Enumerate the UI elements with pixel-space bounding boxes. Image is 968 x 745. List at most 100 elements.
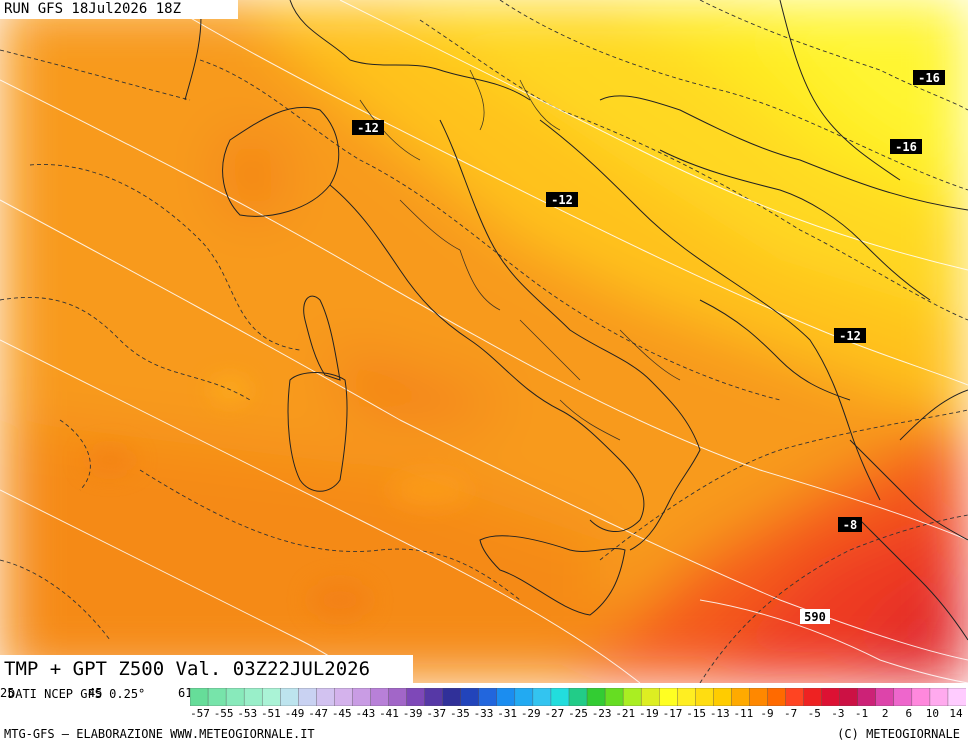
color-swatch xyxy=(406,688,426,706)
geopotential-lines xyxy=(0,0,968,683)
label-590: 590 xyxy=(800,609,830,624)
color-swatch xyxy=(947,688,966,706)
color-swatch xyxy=(207,688,227,706)
scale-tick-label: -25 xyxy=(568,707,588,720)
color-swatch xyxy=(911,688,931,706)
scale-tick-label: 2 xyxy=(881,707,889,720)
scale-tick-label: -35 xyxy=(449,707,470,720)
color-swatch xyxy=(442,688,462,706)
scale-tick-label: -47 xyxy=(308,707,329,720)
scale-tick-label: -29 xyxy=(520,707,541,720)
color-swatch xyxy=(659,688,678,706)
isotherm-labels: -16 -16 -12 -12 -12 -8 590 xyxy=(352,70,945,624)
scale-tick-label: -11 xyxy=(733,707,754,720)
color-swatch xyxy=(929,688,949,706)
svg-text:-12: -12 xyxy=(551,193,573,207)
color-swatch xyxy=(190,688,209,706)
color-swatch xyxy=(677,688,697,706)
color-swatch xyxy=(695,688,715,706)
color-swatch xyxy=(821,688,841,706)
color-swatch xyxy=(604,688,624,706)
source-note: DATI NCEP GFS 0.25° xyxy=(8,687,146,701)
footer-credit: MTG-GFS – ELABORAZIONE WWW.METEOGIORNALE… xyxy=(4,727,315,741)
interior-borders xyxy=(359,69,681,441)
isotherm-lines xyxy=(0,0,968,683)
scale-tick-label: -57 xyxy=(190,707,210,720)
color-swatch xyxy=(478,688,498,706)
label-minus8: -8 xyxy=(838,517,862,532)
color-swatch xyxy=(803,688,823,706)
scale-tick-label: -43 xyxy=(355,707,376,720)
scale-tick-label: -3 xyxy=(831,707,845,720)
svg-text:-12: -12 xyxy=(839,329,861,343)
weather-map: -16 -16 -12 -12 -12 -8 590 xyxy=(0,0,968,683)
color-swatch xyxy=(334,688,354,706)
scale-tick-label: -15 xyxy=(686,707,707,720)
color-swatch xyxy=(839,688,859,706)
scale-tick-label: 6 xyxy=(905,707,913,720)
color-swatch xyxy=(586,688,606,706)
scale-tick-label: -9 xyxy=(760,707,774,720)
color-swatch xyxy=(713,688,733,706)
scale-tick-label: -27 xyxy=(544,707,565,720)
svg-text:-12: -12 xyxy=(357,121,379,135)
scale-tick-label: -5 xyxy=(807,707,821,720)
scale-tick-label: -37 xyxy=(426,707,447,720)
color-swatch xyxy=(640,688,660,706)
edge-label-3: 61 xyxy=(178,686,193,700)
edge-label-1: 25 xyxy=(0,686,15,700)
color-swatch xyxy=(767,688,787,706)
scale-tick-label: -19 xyxy=(638,707,659,720)
color-swatch xyxy=(460,688,480,706)
color-swatch xyxy=(568,688,588,706)
svg-text:590: 590 xyxy=(804,610,826,624)
color-swatch xyxy=(298,688,318,706)
color-swatch xyxy=(388,688,408,706)
scale-tick-label: -51 xyxy=(260,707,281,720)
color-swatch xyxy=(352,688,372,706)
scale-tick-label: -17 xyxy=(662,707,683,720)
scale-tick-label: -31 xyxy=(497,707,518,720)
footer-copyright: (C) METEOGIORNALE xyxy=(837,727,960,741)
color-swatch xyxy=(532,688,552,706)
edge-label-2: 45 xyxy=(88,686,103,700)
color-swatch xyxy=(785,688,805,706)
color-swatch xyxy=(550,688,570,706)
color-swatch xyxy=(316,688,336,706)
scale-tick-label: -41 xyxy=(379,707,399,720)
color-swatch xyxy=(857,688,877,706)
label-minus12-c: -12 xyxy=(834,328,866,343)
color-swatch xyxy=(893,688,913,706)
color-swatch xyxy=(370,688,390,706)
map-title: TMP + GPT Z500 Val. 03Z22JUL2026 xyxy=(0,655,413,683)
svg-text:-8: -8 xyxy=(843,518,857,532)
label-minus12-a: -12 xyxy=(352,120,384,135)
scale-tick-label: 10 xyxy=(925,707,939,720)
color-swatch xyxy=(261,688,281,706)
color-scale-ticks: -57 -55 -53 -51 -49 -47 -45 -43 -41 -39 -37 -35 -33-… xyxy=(190,707,966,721)
scale-tick-label: -23 xyxy=(591,707,612,720)
color-swatch xyxy=(749,688,769,706)
scale-tick-label: -1 xyxy=(854,707,869,720)
color-swatch xyxy=(731,688,751,706)
color-swatch xyxy=(243,688,263,706)
color-swatch xyxy=(424,688,444,706)
color-swatch xyxy=(280,688,299,706)
color-swatch xyxy=(875,688,895,706)
scale-tick-label: -53 xyxy=(237,707,258,720)
color-swatch xyxy=(496,688,516,706)
scale-tick-label: -13 xyxy=(709,707,730,720)
color-scale-bar xyxy=(190,688,966,706)
scale-tick-label: -45 xyxy=(331,707,352,720)
svg-text:-16: -16 xyxy=(918,71,940,85)
coastline-borders xyxy=(184,0,968,641)
scale-tick-label: -21 xyxy=(615,707,636,720)
run-label: RUN GFS 18Jul2026 18Z xyxy=(0,0,238,19)
scale-tick-label: -49 xyxy=(284,707,305,720)
label-minus12-b: -12 xyxy=(546,192,578,207)
temperature-field xyxy=(0,0,968,683)
scale-tick-label: -33 xyxy=(473,707,494,720)
scale-tick-label: -7 xyxy=(784,707,798,720)
scale-tick-label: -39 xyxy=(402,707,423,720)
svg-text:-16: -16 xyxy=(895,140,917,154)
